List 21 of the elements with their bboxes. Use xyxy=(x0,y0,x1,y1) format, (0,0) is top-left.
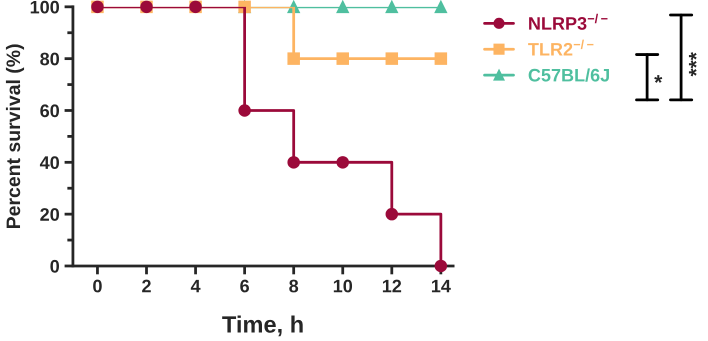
y-tick-label: 0 xyxy=(50,260,59,273)
x-tick-label: 14 xyxy=(432,280,451,292)
legend-label: C57BL/6J xyxy=(528,68,609,82)
x-tick-label: 4 xyxy=(190,280,200,292)
x-axis-title: Time, h xyxy=(222,315,303,336)
x-tick-label: 10 xyxy=(334,280,352,292)
y-axis-title: Percent survival (%) xyxy=(6,44,24,228)
x-tick-label: 8 xyxy=(289,280,298,292)
x-tick-label: 2 xyxy=(142,280,151,292)
y-tick-label: 40 xyxy=(40,156,59,170)
x-tick-label: 0 xyxy=(93,280,102,292)
y-tick-label: 60 xyxy=(40,104,59,118)
x-tick-label: 6 xyxy=(240,280,249,292)
text: * xyxy=(654,75,662,83)
y-tick-label: 100 xyxy=(30,0,59,14)
x-tick-label: 12 xyxy=(382,280,402,292)
y-tick-label: 20 xyxy=(40,208,59,221)
text: *** xyxy=(688,52,697,76)
legend-label: TLR2$^{−/−}$ xyxy=(528,40,594,56)
legend-label: NLRP3$^{−/−}$ xyxy=(529,14,608,30)
y-tick-label: 80 xyxy=(40,52,59,66)
